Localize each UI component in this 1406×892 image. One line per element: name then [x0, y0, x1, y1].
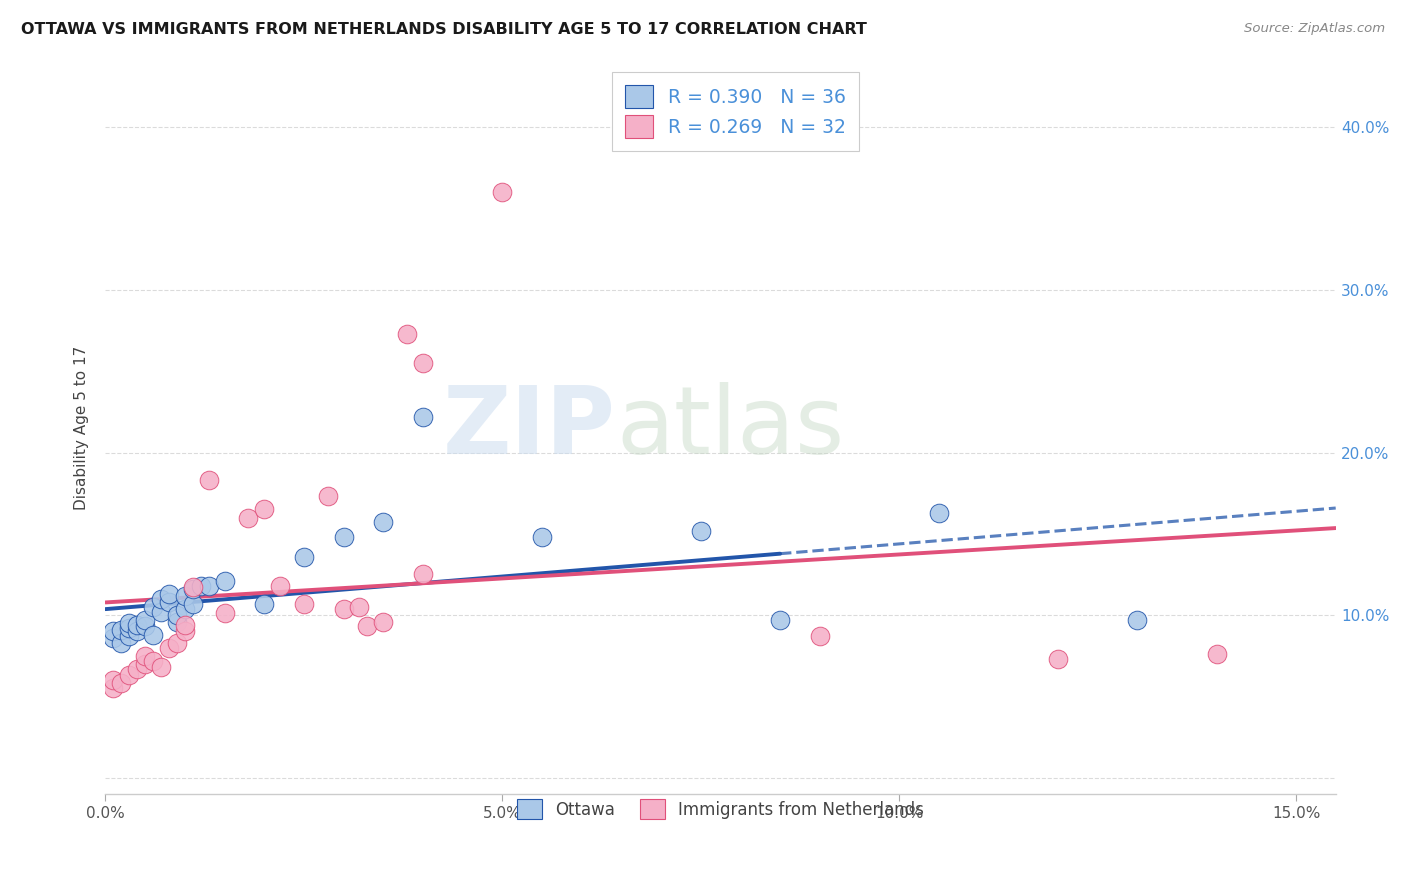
Point: [134, 648, 156, 663]
Point: [197, 473, 219, 487]
Point: [269, 579, 291, 593]
Point: [157, 640, 180, 655]
Point: [190, 579, 212, 593]
Point: [1126, 613, 1149, 627]
Point: [332, 601, 354, 615]
Point: [373, 516, 395, 530]
Point: [173, 601, 195, 615]
Point: [157, 595, 180, 609]
Point: [928, 506, 950, 520]
Point: [166, 636, 188, 650]
Point: [103, 631, 125, 645]
Text: ZIP: ZIP: [443, 382, 616, 475]
Point: [166, 608, 188, 623]
Legend: Ottawa, Immigrants from Netherlands: Ottawa, Immigrants from Netherlands: [508, 789, 934, 830]
Point: [181, 581, 204, 595]
Point: [316, 490, 339, 504]
Point: [142, 599, 165, 614]
Point: [412, 356, 434, 370]
Point: [134, 613, 156, 627]
Point: [127, 617, 149, 632]
Point: [214, 607, 236, 621]
Point: [103, 673, 125, 687]
Point: [373, 615, 395, 629]
Point: [173, 624, 195, 639]
Point: [110, 676, 132, 690]
Point: [150, 660, 173, 674]
Point: [808, 629, 831, 643]
Point: [142, 654, 165, 668]
Y-axis label: Disability Age 5 to 17: Disability Age 5 to 17: [75, 346, 90, 510]
Point: [127, 662, 149, 676]
Point: [157, 587, 180, 601]
Point: [491, 186, 513, 200]
Text: OTTAWA VS IMMIGRANTS FROM NETHERLANDS DISABILITY AGE 5 TO 17 CORRELATION CHART: OTTAWA VS IMMIGRANTS FROM NETHERLANDS DI…: [21, 22, 868, 37]
Point: [349, 599, 371, 614]
Point: [118, 668, 141, 682]
Point: [173, 589, 195, 603]
Point: [689, 524, 711, 538]
Point: [181, 582, 204, 596]
Point: [118, 621, 141, 635]
Point: [150, 591, 173, 606]
Point: [197, 579, 219, 593]
Point: [134, 657, 156, 671]
Point: [103, 624, 125, 639]
Point: [356, 619, 378, 633]
Point: [253, 502, 276, 516]
Point: [1205, 647, 1227, 661]
Point: [150, 605, 173, 619]
Point: [292, 597, 315, 611]
Text: atlas: atlas: [616, 382, 844, 475]
Point: [238, 510, 260, 524]
Point: [214, 574, 236, 588]
Point: [530, 530, 553, 544]
Point: [134, 619, 156, 633]
Point: [166, 615, 188, 629]
Point: [110, 636, 132, 650]
Point: [127, 624, 149, 639]
Point: [769, 613, 792, 627]
Point: [396, 326, 419, 341]
Point: [110, 623, 132, 637]
Text: Source: ZipAtlas.com: Source: ZipAtlas.com: [1244, 22, 1385, 36]
Point: [332, 530, 354, 544]
Point: [253, 597, 276, 611]
Point: [103, 681, 125, 696]
Point: [118, 629, 141, 643]
Point: [1046, 652, 1069, 666]
Point: [181, 597, 204, 611]
Point: [292, 549, 315, 564]
Point: [142, 627, 165, 641]
Point: [412, 567, 434, 582]
Point: [118, 616, 141, 631]
Point: [173, 617, 195, 632]
Point: [412, 409, 434, 424]
